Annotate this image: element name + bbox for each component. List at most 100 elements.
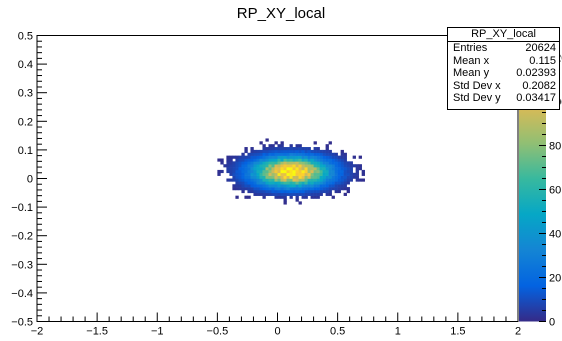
heatmap-cell bbox=[298, 147, 302, 151]
heatmap-cell bbox=[247, 195, 251, 199]
heatmap-cell bbox=[295, 169, 299, 174]
heatmap-cell bbox=[259, 178, 263, 182]
heatmap-cell bbox=[232, 172, 236, 176]
heatmap-cell bbox=[340, 181, 344, 185]
heatmap-cell bbox=[238, 184, 242, 188]
heatmap-cell bbox=[316, 178, 320, 182]
heatmap-cell bbox=[262, 149, 266, 154]
heatmap-cell bbox=[301, 189, 305, 194]
heatmap-cell bbox=[250, 158, 254, 162]
heatmap-cell bbox=[325, 175, 329, 179]
heatmap-cell bbox=[301, 192, 305, 196]
heatmap-cell bbox=[340, 187, 344, 191]
heatmap-cell bbox=[337, 158, 341, 162]
heatmap-cell bbox=[265, 147, 269, 151]
heatmap-cell bbox=[244, 167, 248, 171]
heatmap-cell bbox=[241, 181, 245, 185]
heatmap-cell bbox=[310, 152, 314, 156]
heatmap-cell bbox=[289, 167, 293, 171]
heatmap-cell bbox=[316, 158, 320, 162]
heatmap-cell bbox=[241, 172, 245, 176]
heatmap-cell bbox=[241, 175, 245, 179]
heatmap-cell bbox=[316, 195, 320, 199]
heatmap-cell bbox=[307, 164, 311, 168]
heatmap-cell bbox=[361, 178, 365, 182]
heatmap-cell bbox=[223, 164, 227, 168]
heatmap-cell bbox=[325, 167, 329, 171]
heatmap-cell bbox=[304, 175, 308, 179]
heatmap-cell bbox=[262, 181, 266, 185]
heatmap-cell bbox=[244, 158, 248, 162]
heatmap-cell bbox=[244, 175, 248, 179]
heatmap-cell bbox=[322, 149, 326, 154]
heatmap-cell bbox=[337, 164, 341, 168]
heatmap-cell bbox=[304, 161, 308, 165]
heatmap-cell bbox=[298, 187, 302, 191]
heatmap-cell bbox=[337, 167, 341, 171]
heatmap-cell bbox=[328, 178, 332, 182]
heatmap-cell bbox=[307, 187, 311, 191]
stat-row-std-y: Std Dev y 0.03417 bbox=[448, 92, 559, 105]
heatmap-cell bbox=[277, 184, 281, 188]
heatmap-cell bbox=[298, 144, 302, 148]
x-tick-label: −2 bbox=[31, 326, 44, 338]
heatmap-cell bbox=[295, 175, 299, 179]
heatmap-cell bbox=[325, 152, 329, 156]
heatmap-cell bbox=[328, 192, 332, 196]
heatmap-cell bbox=[343, 181, 347, 185]
heatmap-cell bbox=[253, 181, 257, 185]
heatmap-cell bbox=[226, 155, 230, 159]
heatmap-cell bbox=[232, 169, 236, 174]
heatmap-cell bbox=[259, 192, 263, 196]
heatmap-cell bbox=[283, 195, 287, 199]
heatmap-cell bbox=[313, 149, 317, 154]
heatmap-cell bbox=[328, 149, 332, 154]
heatmap-cell bbox=[325, 158, 329, 162]
heatmap-cell bbox=[292, 192, 296, 196]
heatmap-cell bbox=[268, 184, 272, 188]
heatmap-cell bbox=[259, 184, 263, 188]
heatmap-cell bbox=[346, 169, 350, 174]
heatmap-cell bbox=[226, 164, 230, 168]
heatmap-cell bbox=[340, 167, 344, 171]
heatmap-cell bbox=[319, 192, 323, 196]
heatmap-cell bbox=[340, 161, 344, 165]
heatmap-cell bbox=[280, 161, 284, 165]
heatmap-cell bbox=[280, 178, 284, 182]
heatmap-cell bbox=[265, 164, 269, 168]
heatmap-cell bbox=[295, 167, 299, 171]
heatmap-cell bbox=[295, 192, 299, 196]
heatmap-cell bbox=[340, 172, 344, 176]
heatmap-cell bbox=[256, 192, 260, 196]
heatmap-cell bbox=[235, 155, 239, 159]
heatmap-cell bbox=[307, 189, 311, 194]
heatmap-cell bbox=[295, 147, 299, 151]
heatmap-cell bbox=[343, 155, 347, 159]
heatmap-cell bbox=[307, 172, 311, 176]
heatmap-cell bbox=[244, 169, 248, 174]
heatmap-cell bbox=[244, 161, 248, 165]
heatmap-cell bbox=[304, 169, 308, 174]
heatmap-cell bbox=[241, 167, 245, 171]
heatmap-cell bbox=[361, 169, 365, 174]
stat-label: Mean x bbox=[453, 54, 490, 67]
heatmap-cell bbox=[253, 169, 257, 174]
heatmap-cell bbox=[295, 172, 299, 176]
heatmap-cell bbox=[247, 178, 251, 182]
heatmap-cell bbox=[277, 167, 281, 171]
heatmap-cell bbox=[313, 187, 317, 191]
heatmap-cell bbox=[316, 164, 320, 168]
stat-row-std-x: Std Dev x 0.2082 bbox=[448, 80, 559, 93]
heatmap-cell bbox=[286, 181, 290, 185]
heatmap-cell bbox=[256, 161, 260, 165]
heatmap-cell bbox=[337, 175, 341, 179]
heatmap-cell bbox=[298, 152, 302, 156]
heatmap-cell bbox=[250, 149, 254, 154]
colorbar-tick-label: 60 bbox=[549, 185, 561, 197]
heatmap-cell bbox=[259, 187, 263, 191]
heatmap-cell bbox=[265, 158, 269, 162]
heatmap-cell bbox=[289, 175, 293, 179]
heatmap-cell bbox=[256, 189, 260, 194]
heatmap-cell bbox=[319, 169, 323, 174]
heatmap-cell bbox=[313, 169, 317, 174]
